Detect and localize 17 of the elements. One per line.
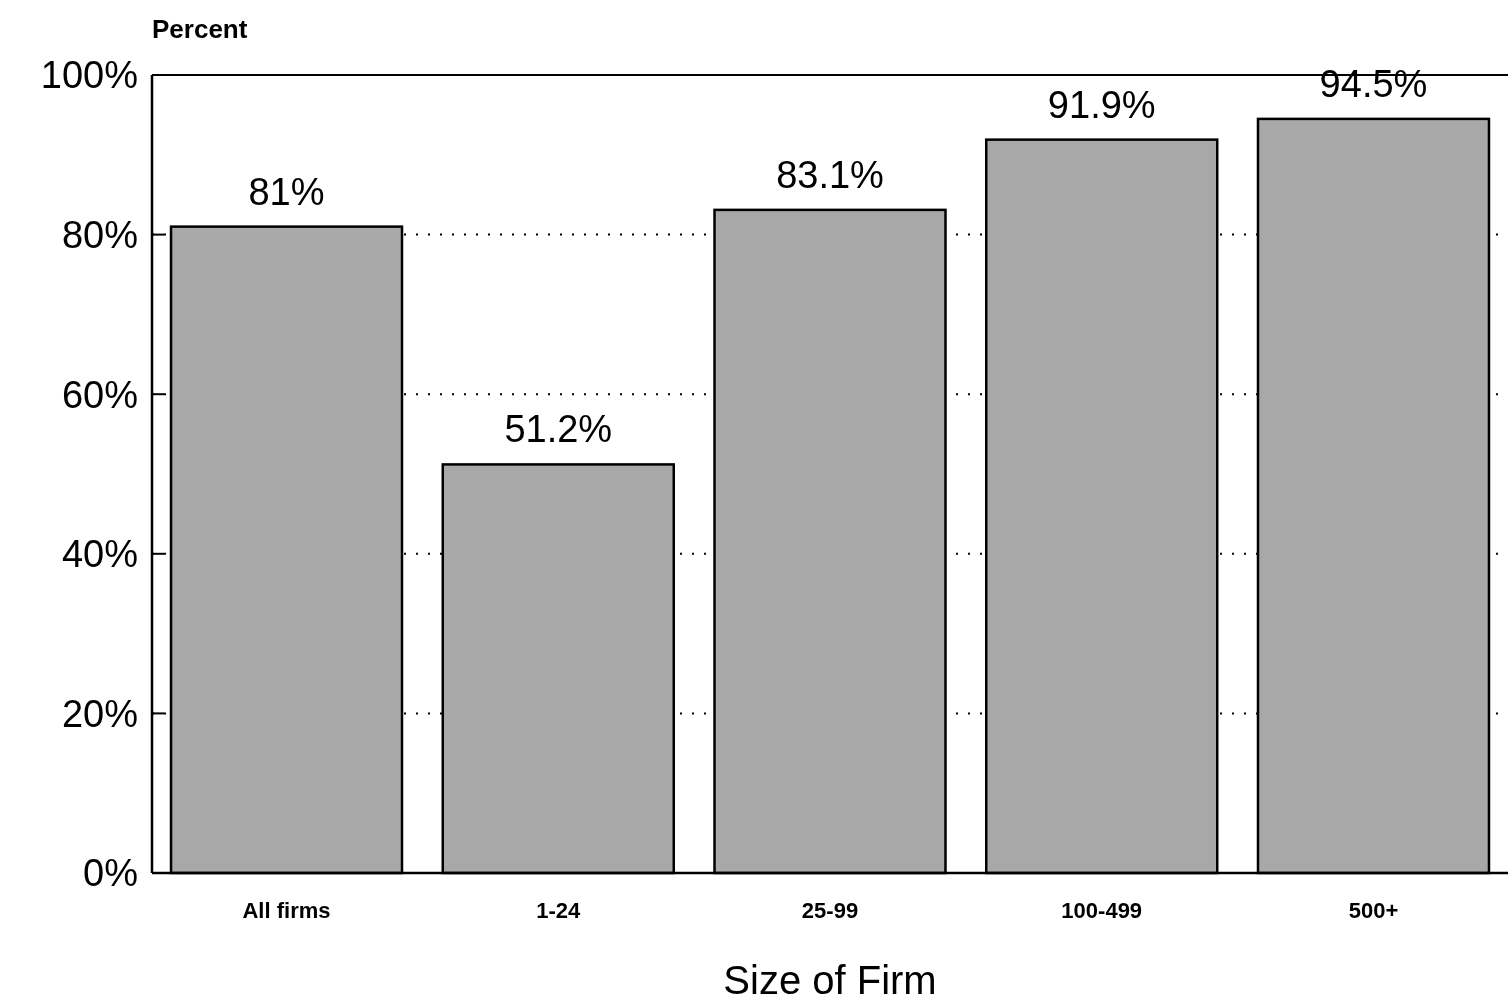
data-label: 83.1% [776,153,884,196]
x-tick-label: 1-24 [536,898,582,923]
y-tick-label: 0% [83,852,138,895]
y-axis-title: Percent [152,14,248,44]
data-label: 51.2% [504,408,613,451]
y-tick-label: 20% [61,692,138,735]
y-tick-label: 40% [61,533,138,576]
y-tick-label: 60% [61,373,138,416]
x-tick-label: 500+ [1348,898,1399,923]
x-tick-label: 100-499 [1061,898,1143,923]
data-label: 91.9% [1047,83,1156,126]
y-tick-label: 80% [61,213,138,256]
data-label: 81% [248,170,325,213]
x-axis-title: Size of Firm [723,958,937,1002]
x-tick-label: 25-99 [801,898,859,923]
x-tick-label: All firms [242,898,331,923]
y-tick-label: 100% [40,54,138,97]
